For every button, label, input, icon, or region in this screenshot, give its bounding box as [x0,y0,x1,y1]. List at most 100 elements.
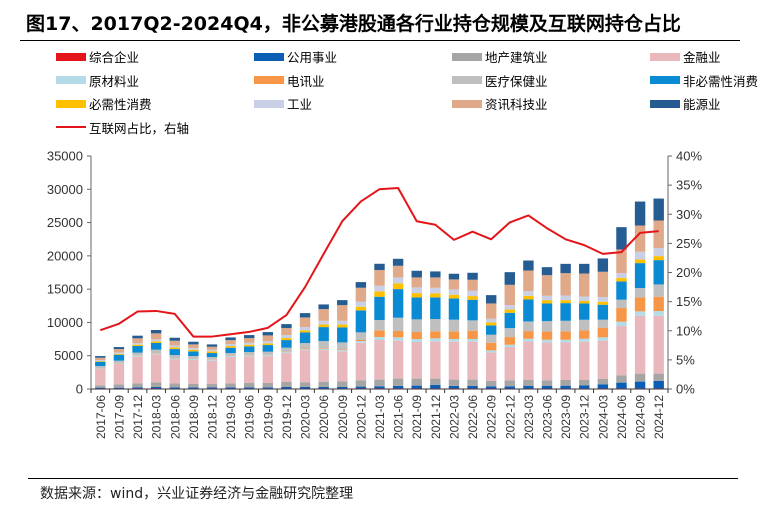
bar-segment [616,308,627,322]
bar-segment [318,341,329,349]
bar-segment [560,339,571,343]
right-axis-tick-label: 30% [676,207,702,222]
bar-segment [244,346,255,353]
bar-segment [467,296,478,300]
x-axis-tick-label: 2019-03 [224,395,238,439]
legend-label: 地产建筑业 [485,50,548,65]
bar-segment [299,349,311,351]
bar-segment [560,342,571,381]
bar-segment [597,327,609,338]
x-axis-tick-label: 2018-03 [150,395,164,439]
bar-segment [95,369,106,386]
bar-segment [523,331,534,339]
legend-item: 能源业 [650,94,721,113]
bar-segment [504,309,515,313]
bar-segment [225,356,236,358]
bar-segment [616,375,627,383]
bar-segment [113,353,125,355]
legend-item: 综合企业 [56,47,139,66]
bar-segment [541,275,553,296]
bar-segment [523,380,534,386]
bar-segment [150,349,162,353]
legend-color-swatch [56,99,86,108]
bar-segment [244,356,255,384]
x-axis-tick-label: 2020-06 [317,395,331,439]
legend-label: 金融业 [683,50,721,65]
bar-segment [281,352,292,354]
bar-segment [374,270,385,286]
x-axis-tick-label: 2019-09 [261,395,275,439]
bar-segment [225,344,236,347]
x-axis-tick-label: 2019-06 [243,395,257,439]
bar-segment [560,273,571,296]
bar-segment [113,363,125,365]
bar-segment [281,387,292,389]
bar-segment [653,198,664,221]
bar-segment [411,287,422,294]
right-axis-tick-label: 20% [676,265,702,280]
left-axis-tick-label: 20000 [47,248,83,263]
legend-label: 综合企业 [89,50,140,65]
bar-segment [206,359,218,361]
bar-segment [225,387,236,389]
bar-segment [579,319,590,331]
x-axis-tick-label: 2021-12 [429,395,443,439]
x-axis-tick-label: 2019-12 [280,395,294,439]
bar-segment [299,382,311,387]
legend-label: 工业 [287,97,313,112]
legend-color-swatch [452,99,482,108]
bar-segment [448,385,460,389]
bar-segment [337,381,348,387]
bar-segment [355,342,367,381]
bar-segment [597,301,609,305]
bar-segment [150,341,162,343]
bar-segment [392,331,404,338]
bar-segment [430,378,441,385]
bar-segment [318,387,329,389]
bar-segment [541,295,553,301]
bar-segment [262,343,274,346]
bar-segment [281,382,292,387]
bar-segment [150,339,162,342]
bar-segment [634,381,646,389]
bar-segment [262,383,274,388]
bar-segment [262,345,274,352]
bar-segment [560,263,571,274]
left-axis-tick-label: 0 [76,382,83,397]
bar-segment [281,353,292,383]
bar-segment [244,338,255,343]
legend-label: 原材料业 [89,73,140,89]
bar-segment [523,321,534,332]
bar-segment [337,351,348,382]
bar-segment [541,339,553,343]
bar-segment [132,345,143,353]
bar-segment [95,360,106,362]
x-axis-tick-label: 2020-12 [354,395,368,439]
bar-segment [169,345,180,348]
bar-segment [634,225,646,252]
bar-segment [504,337,515,345]
bar-segment [355,287,367,302]
bar-segment [132,338,143,343]
bar-segment [541,386,553,389]
bar-segment [132,343,143,345]
x-axis-tick-label: 2022-12 [503,395,517,439]
bar-segment [634,288,646,298]
x-axis-tick-label: 2023-12 [578,395,592,439]
legend-item: 互联网占比，右轴 [56,118,189,137]
bar-segment [504,312,515,329]
bar-segment [392,283,404,290]
bar-segment [616,281,627,300]
bar-segment [150,343,162,350]
bar-segment [150,330,162,334]
bar-segment [262,335,274,342]
bar-segment [337,342,348,350]
bar-segment [132,344,143,346]
bar-segment [169,340,180,346]
bar-segment [653,256,664,261]
bar-segment [262,355,274,357]
bar-segment [411,293,422,298]
bar-segment [337,327,348,343]
legend-color-swatch [254,99,284,108]
bar-segment [262,332,274,336]
